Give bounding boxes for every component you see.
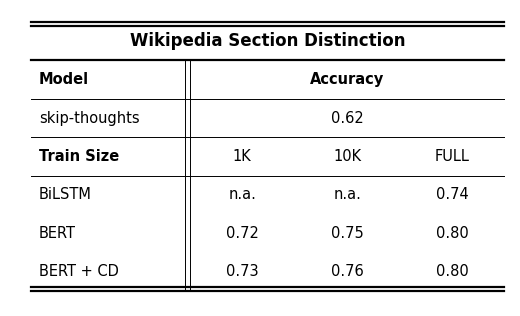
Text: 0.80: 0.80: [436, 226, 469, 241]
Text: 0.72: 0.72: [226, 226, 258, 241]
Text: 0.75: 0.75: [331, 226, 363, 241]
Text: Wikipedia Section Distinction: Wikipedia Section Distinction: [130, 32, 406, 50]
Text: n.a.: n.a.: [333, 187, 361, 202]
Text: n.a.: n.a.: [228, 187, 256, 202]
Text: FULL: FULL: [435, 149, 470, 164]
Text: Model: Model: [39, 72, 89, 87]
Text: skip-thoughts: skip-thoughts: [39, 111, 140, 125]
Text: BERT: BERT: [39, 226, 76, 241]
Text: 10K: 10K: [333, 149, 361, 164]
Text: 0.73: 0.73: [226, 264, 258, 279]
Text: BiLSTM: BiLSTM: [39, 187, 92, 202]
Text: Accuracy: Accuracy: [310, 72, 384, 87]
Text: 0.76: 0.76: [331, 264, 363, 279]
Text: Train Size: Train Size: [39, 149, 119, 164]
Text: 1K: 1K: [233, 149, 252, 164]
Text: 0.74: 0.74: [436, 187, 469, 202]
Text: 0.80: 0.80: [436, 264, 469, 279]
Text: BERT + CD: BERT + CD: [39, 264, 119, 279]
Text: 0.62: 0.62: [331, 111, 363, 125]
